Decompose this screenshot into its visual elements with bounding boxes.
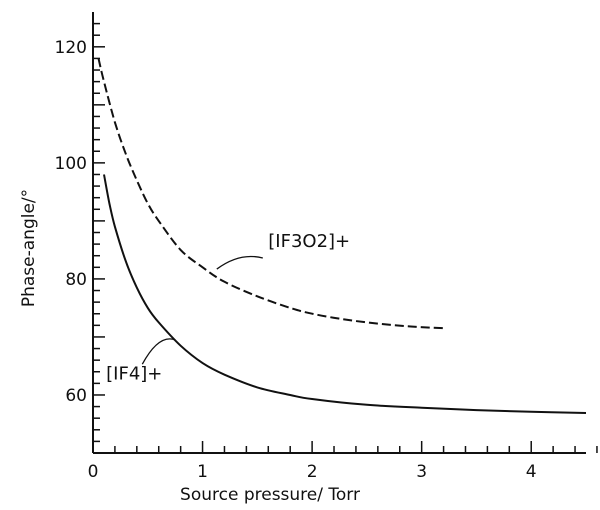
x-tick-label: 2 [307,462,318,482]
x-tick-label: 1 [197,462,208,482]
x-tick-label: 4 [526,462,537,482]
y-tick-label: 100 [55,154,87,174]
series-label: [IF3O2]+ [268,231,350,252]
series-lines [97,58,587,414]
series-line-if4 [103,174,587,414]
y-tick-label: 120 [55,38,87,58]
series-line-if3o2 [97,58,444,330]
x-tick-label: 3 [416,462,427,482]
x-axis-title: Source pressure/ Torr [180,485,360,505]
x-tick-label: 0 [88,462,99,482]
tick-marks [92,22,598,453]
series-annotations: [IF3O2]+ [IF4]+ [106,231,350,384]
series-label: [IF4]+ [106,363,162,384]
y-tick-label: 60 [65,386,87,406]
series-label-leader [216,255,263,270]
y-axis-title: Phase-angle/° [19,189,39,307]
series-label-leader [141,338,176,365]
tick-labels: 0 1 2 3 4 60 80 100 120 [55,38,537,482]
y-tick-label: 80 [65,270,87,290]
